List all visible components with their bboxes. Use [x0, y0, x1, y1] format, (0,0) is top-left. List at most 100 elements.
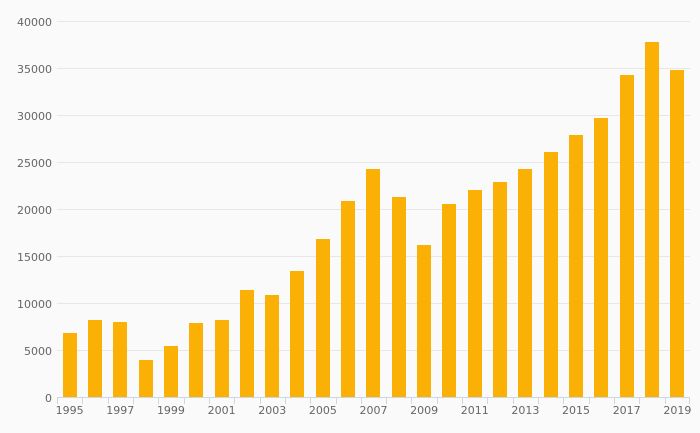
bar-slot	[513, 22, 538, 398]
bar-slot	[563, 22, 588, 398]
x-axis-label: 2017	[612, 404, 641, 417]
bar-series	[57, 22, 690, 398]
x-axis-tick	[284, 398, 286, 404]
x-axis-tick	[588, 398, 590, 404]
x-axis-label: 2007	[359, 404, 388, 417]
x-axis-label: 2015	[562, 404, 591, 417]
bar-1997[interactable]	[113, 321, 128, 398]
gridline	[57, 68, 690, 69]
x-axis-tick	[487, 398, 489, 404]
bar-1995[interactable]	[62, 333, 77, 398]
x-axis-tick	[538, 398, 540, 404]
bar-slot	[589, 22, 614, 398]
bar-2002[interactable]	[239, 289, 254, 398]
y-axis-label: 30000	[17, 110, 52, 123]
bar-2010[interactable]	[442, 204, 457, 398]
y-axis-label: 10000	[17, 298, 52, 311]
x-axis-tick	[57, 398, 58, 404]
plot-area	[57, 21, 690, 404]
bar-2005[interactable]	[315, 239, 330, 398]
x-axis-tick	[436, 398, 438, 404]
bar-1999[interactable]	[163, 346, 178, 398]
x-axis-tick	[462, 398, 464, 404]
bar-2006[interactable]	[341, 200, 356, 398]
bar-slot	[158, 22, 183, 398]
y-axis-label: 20000	[17, 204, 52, 217]
bar-1996[interactable]	[87, 319, 102, 398]
bar-2003[interactable]	[265, 294, 280, 398]
bar-slot	[614, 22, 639, 398]
bar-2009[interactable]	[417, 244, 432, 398]
gridline	[57, 115, 690, 116]
bar-2008[interactable]	[391, 196, 406, 398]
x-axis-tick	[259, 398, 261, 404]
bar-slot	[310, 22, 335, 398]
bar-slot	[57, 22, 82, 398]
x-axis-tick	[689, 398, 690, 404]
bar-2019[interactable]	[670, 69, 685, 398]
x-axis-tick	[82, 398, 84, 404]
x-axis-tick	[639, 398, 641, 404]
bar-2012[interactable]	[492, 181, 507, 398]
bar-slot	[82, 22, 107, 398]
bar-slot	[260, 22, 285, 398]
x-axis-label: 2005	[308, 404, 337, 417]
bar-2001[interactable]	[214, 319, 229, 398]
bar-slot	[386, 22, 411, 398]
bar-2007[interactable]	[366, 168, 381, 398]
bar-2015[interactable]	[568, 134, 583, 398]
y-axis-label: 15000	[17, 251, 52, 264]
x-axis-tick	[107, 398, 109, 404]
x-axis-tick	[664, 398, 666, 404]
x-axis-tick	[411, 398, 413, 404]
bar-slot	[335, 22, 360, 398]
x-axis-tick	[310, 398, 312, 404]
bar-slot	[361, 22, 386, 398]
x-axis-label: 2003	[258, 404, 287, 417]
y-axis-label: 5000	[24, 345, 52, 358]
x-axis-tick	[183, 398, 185, 404]
x-axis-tick	[614, 398, 616, 404]
bar-slot	[639, 22, 664, 398]
bar-slot	[462, 22, 487, 398]
bar-slot	[538, 22, 563, 398]
bar-slot	[665, 22, 690, 398]
bar-slot	[285, 22, 310, 398]
x-axis-tick	[512, 398, 514, 404]
bar-slot	[487, 22, 512, 398]
bar-1998[interactable]	[138, 360, 153, 398]
x-axis-tick	[234, 398, 236, 404]
y-axis-label: 35000	[17, 63, 52, 76]
bar-2011[interactable]	[467, 190, 482, 398]
y-axis-label: 25000	[17, 157, 52, 170]
bar-slot	[411, 22, 436, 398]
x-axis-line	[57, 397, 690, 398]
bar-2017[interactable]	[619, 74, 634, 398]
x-axis-label: 2019	[663, 404, 692, 417]
x-axis-label: 2001	[207, 404, 236, 417]
x-axis-tick	[563, 398, 565, 404]
x-axis-tick	[335, 398, 337, 404]
bar-2016[interactable]	[594, 117, 609, 398]
y-axis-label: 40000	[17, 16, 52, 29]
x-axis-tick	[132, 398, 134, 404]
bar-2013[interactable]	[518, 168, 533, 398]
bar-2004[interactable]	[290, 271, 305, 398]
bar-slot	[184, 22, 209, 398]
x-axis-tick	[158, 398, 160, 404]
bar-slot	[209, 22, 234, 398]
bar-slot	[234, 22, 259, 398]
x-axis-label: 2013	[511, 404, 540, 417]
x-axis-label: 2011	[460, 404, 489, 417]
bar-slot	[437, 22, 462, 398]
bar-2018[interactable]	[644, 41, 659, 398]
x-axis-label: 1999	[156, 404, 185, 417]
x-axis-tick	[360, 398, 362, 404]
bar-2000[interactable]	[189, 322, 204, 398]
gridline	[57, 21, 690, 22]
bar-2014[interactable]	[543, 151, 558, 398]
bar-slot	[108, 22, 133, 398]
x-axis-tick	[208, 398, 210, 404]
x-axis-tick	[386, 398, 388, 404]
